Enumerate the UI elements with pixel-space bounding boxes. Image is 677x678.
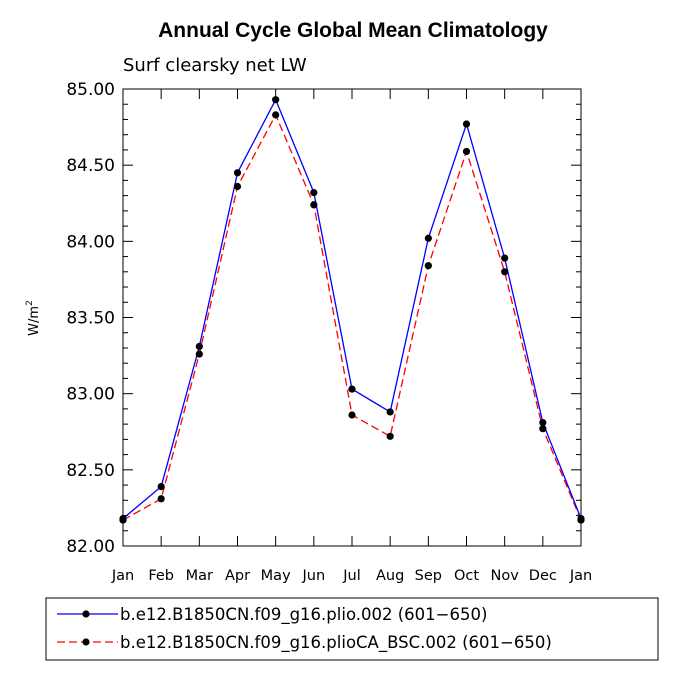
- x-tick-label: Jun: [302, 568, 326, 584]
- series-2-point: [424, 262, 432, 270]
- y-axis-label-exponent: 2: [25, 300, 35, 306]
- series-1-point: [424, 234, 432, 242]
- series-line-1: [122, 98, 582, 520]
- legend-marker-2: [82, 638, 90, 646]
- series-1-point: [195, 342, 203, 351]
- series-2-point: [348, 411, 356, 419]
- x-tick-label: Jan: [569, 568, 592, 584]
- series-1-point: [233, 169, 242, 177]
- legend-label-2: b.e12.B1850CN.f09_g16.plioCA_BSC.002 (60…: [120, 633, 552, 653]
- series-1-point: [157, 482, 165, 491]
- y-axis-label: W/m2: [25, 300, 42, 336]
- series-line-2: [122, 113, 582, 521]
- y-tick-label: 83.00: [66, 385, 115, 405]
- series-2-point: [310, 201, 318, 209]
- x-tick-label: Nov: [491, 568, 520, 584]
- y-axis-label-base: W/m: [27, 306, 42, 336]
- chart-subtitle: Surf clearsky net LW: [123, 55, 307, 76]
- series-1-point: [539, 419, 547, 427]
- legend: b.e12.B1850CN.f09_g16.plio.002 (601−650)…: [45, 597, 659, 661]
- series-1-point: [119, 514, 127, 523]
- x-tick-label: Jan: [111, 568, 134, 584]
- x-tick-label: Mar: [186, 568, 213, 584]
- x-tick-label: Jul: [342, 568, 361, 584]
- legend-label-1: b.e12.B1850CN.f09_g16.plio.002 (601−650): [120, 605, 487, 625]
- series-2-point: [501, 268, 509, 276]
- x-tick-label: Feb: [148, 568, 174, 584]
- series-1-point: [310, 188, 318, 197]
- series-2-point: [233, 182, 242, 191]
- series-1-point: [348, 385, 356, 393]
- legend-marker-1: [82, 610, 90, 618]
- series-1-point: [577, 514, 585, 523]
- x-tick-label: Dec: [529, 568, 557, 584]
- y-tick-label: 82.50: [66, 461, 115, 481]
- y-tick-label: 83.50: [66, 309, 115, 329]
- series-2-point: [539, 425, 547, 433]
- y-tick-label: 84.50: [66, 156, 115, 176]
- chart-title: Annual Cycle Global Mean Climatology: [158, 19, 548, 42]
- series-2-point: [386, 432, 394, 440]
- series-2-point: [195, 350, 203, 358]
- series-2-point: [157, 495, 165, 503]
- plot-frame: [122, 88, 582, 547]
- y-tick-label: 84.00: [66, 232, 115, 252]
- series-1-point: [462, 120, 471, 128]
- x-tick-label: Sep: [415, 568, 442, 584]
- series-1-point: [386, 408, 394, 416]
- x-tick-label: May: [261, 568, 291, 584]
- series-1-point: [272, 96, 280, 104]
- series-1-point: [501, 254, 509, 262]
- y-tick-label: 85.00: [66, 80, 115, 100]
- y-tick-label: 82.00: [66, 537, 115, 557]
- x-tick-label: Apr: [225, 568, 250, 584]
- x-tick-label: Oct: [454, 568, 479, 584]
- x-tick-label: Aug: [376, 568, 404, 584]
- plot-area: 82.00 82.50 83.00 83.50 84.00 84.50 85.00 Jan Fe…: [66, 80, 592, 584]
- series-2-point: [272, 111, 280, 119]
- series-2-point: [462, 147, 471, 156]
- legend-box: [45, 597, 659, 661]
